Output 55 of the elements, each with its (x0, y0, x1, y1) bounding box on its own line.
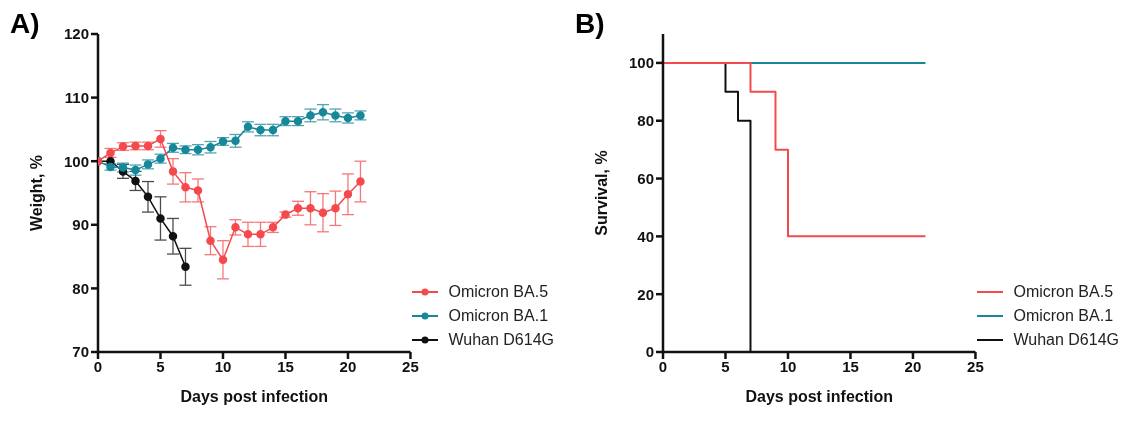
point (181, 262, 190, 272)
y-axis-title: Survival, % (592, 150, 610, 236)
point (256, 230, 265, 239)
x-tick-label: 5 (156, 357, 165, 375)
y-axis-title: Weight, % (27, 154, 45, 232)
legend-label: Omicron BA.1 (1013, 306, 1114, 326)
point (143, 192, 153, 202)
point (156, 134, 165, 144)
y-tick-label: 60 (637, 169, 654, 187)
point (318, 107, 328, 117)
y-tick-label: 90 (72, 216, 89, 234)
point (193, 186, 203, 195)
y-tick-label: 0 (645, 343, 654, 361)
legend-label: Omicron BA.1 (448, 306, 549, 326)
point (231, 223, 240, 232)
y-tick-label: 100 (628, 54, 654, 72)
y-tick-label: 100 (63, 152, 89, 170)
y-tick-label: 120 (63, 25, 89, 43)
point (206, 236, 215, 245)
y-tick-label: 80 (72, 279, 89, 297)
point (156, 214, 165, 223)
chart-title: A) (10, 8, 40, 40)
point (181, 183, 190, 192)
x-tick-label: 15 (842, 357, 859, 375)
y-tick-label: 40 (637, 227, 654, 245)
point (331, 204, 340, 213)
point (218, 255, 228, 265)
point (306, 204, 315, 213)
x-tick-label: 5 (721, 357, 730, 375)
legend-label: Wuhan D614G (1013, 330, 1119, 350)
legend-label: Omicron BA.5 (448, 282, 549, 302)
x-axis-title: Days post infection (180, 388, 329, 405)
y-tick-label: 20 (637, 285, 654, 303)
x-tick-label: 25 (402, 357, 419, 375)
y-tick-label: 80 (637, 112, 654, 130)
point (356, 177, 365, 186)
x-tick-label: 0 (658, 357, 668, 375)
point (243, 230, 253, 239)
legend-label: Wuhan D614G (448, 330, 554, 350)
point (343, 190, 353, 199)
x-tick-label: 10 (214, 357, 232, 375)
chart-title: B) (575, 8, 605, 40)
x-axis-title: Days post infection (745, 388, 894, 405)
y-tick-label: 110 (64, 88, 89, 106)
x-tick-label: 20 (904, 357, 922, 375)
y-tick-label: 70 (72, 343, 89, 361)
x-tick-label: 20 (339, 357, 357, 375)
x-tick-label: 15 (277, 357, 294, 375)
point (168, 167, 178, 176)
x-tick-label: 25 (967, 357, 984, 375)
x-tick-label: 0 (93, 357, 103, 375)
legend-label: Omicron BA.5 (1013, 282, 1114, 302)
point (318, 208, 328, 217)
point (168, 232, 178, 241)
x-tick-label: 10 (779, 357, 797, 375)
